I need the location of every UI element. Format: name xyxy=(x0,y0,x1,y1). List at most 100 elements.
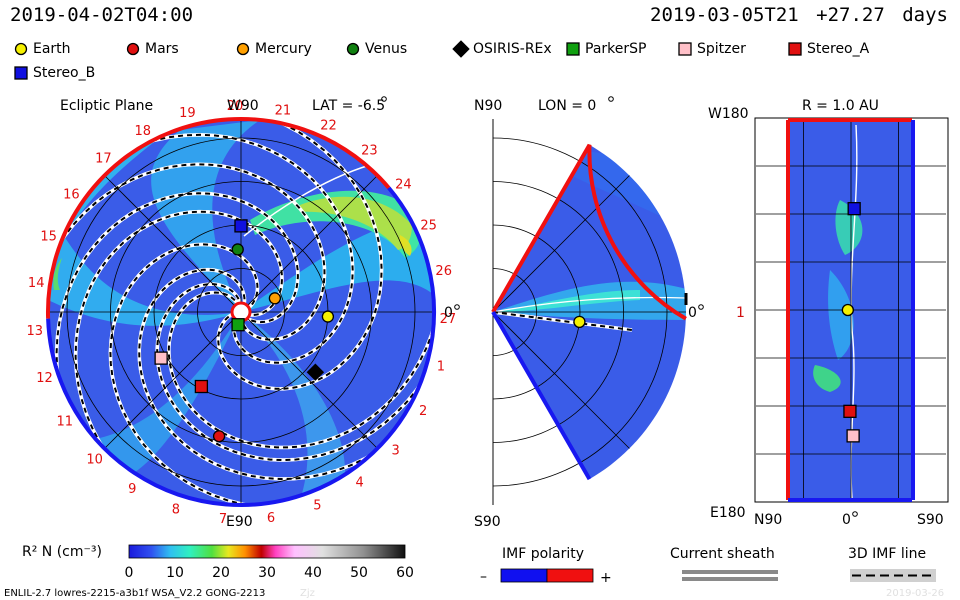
colorbar-gradient xyxy=(128,544,406,559)
carrington-tick-label: 8 xyxy=(172,503,180,518)
imf-spiral-line xyxy=(67,133,354,364)
colorbar-tick-label: 0 xyxy=(125,565,134,581)
imf-polarity-title: IMF polarity xyxy=(502,546,584,562)
carrington-tick-label: 11 xyxy=(57,415,74,430)
left-timestamp: 2019-04-02T04:00 xyxy=(10,4,194,26)
carrington-tick-label: 2 xyxy=(419,404,427,419)
imf-positive-swatch xyxy=(546,568,594,583)
radial-y-bottom-label: E180 xyxy=(710,505,746,521)
legend-item-parkersp: ParkerSP xyxy=(564,40,646,58)
imf-line-title: 3D IMF line xyxy=(848,546,926,562)
carrington-tick-label: 7 xyxy=(219,512,227,527)
radial-density-feature xyxy=(813,365,841,392)
degree-symbol xyxy=(852,511,858,517)
legend-marker-circle-icon xyxy=(236,42,250,56)
carrington-tick-label: 26 xyxy=(435,264,452,279)
ecliptic-right-label: 0 xyxy=(444,305,453,321)
cir-core xyxy=(300,196,412,250)
imf-spiral-line xyxy=(55,192,299,462)
imf-minus-label: – xyxy=(480,569,487,585)
imf-spiral-line xyxy=(189,119,383,390)
colorbar-tick-label: 20 xyxy=(212,565,230,581)
carrington-tick-label: 27 xyxy=(440,312,457,327)
legend-marker-shape xyxy=(452,40,470,58)
legend-marker-square-icon xyxy=(678,42,692,56)
radial-title: R = 1.0 AU xyxy=(802,98,879,114)
carrington-tick-label: 13 xyxy=(27,324,44,339)
legend-item-spitzer: Spitzer xyxy=(676,40,746,58)
ecliptic-lat-label: LAT = -6.5 xyxy=(312,98,385,114)
radial-density-feature xyxy=(828,270,854,360)
imf-line-halo xyxy=(493,310,633,332)
carrington-tick-label: 1 xyxy=(437,360,445,375)
legend-label: OSIRIS-REx xyxy=(473,41,552,57)
carrington-ticks: 19 20 212223242526271234567891011121314151… xyxy=(27,99,457,527)
imf-spiral-line xyxy=(109,243,342,505)
legend-item-earth: Earth xyxy=(12,40,71,58)
ecliptic-osiris-rex-marker xyxy=(306,363,325,381)
legend-label: Mars xyxy=(145,41,179,57)
carrington-tick-label: 16 xyxy=(63,187,80,202)
legend-item-stereo-b: Stereo_B xyxy=(12,64,95,82)
legend-item-stereo-a: Stereo_A xyxy=(786,40,869,58)
carrington-tick-label: 17 xyxy=(95,151,112,166)
legend-marker-circle-icon xyxy=(346,42,360,56)
meridional-spoke xyxy=(492,175,630,313)
legend-marker-shape xyxy=(126,42,140,56)
imf-line-halo xyxy=(850,569,936,582)
imf-spiral-line xyxy=(167,235,434,449)
ecliptic-stereo-a-marker xyxy=(194,379,209,394)
density-feature xyxy=(48,230,241,326)
carrington-tick-label: 19 xyxy=(179,106,196,121)
carrington-tick-label: 14 xyxy=(28,276,45,291)
legend-marker-shape xyxy=(678,42,692,56)
ecliptic-mercury-marker xyxy=(268,292,282,305)
radial-spitzer-marker xyxy=(846,429,860,443)
meridional-right-label: 0 xyxy=(688,305,697,321)
legend-label: Mercury xyxy=(255,41,312,57)
degree-symbol xyxy=(608,96,614,102)
carrington-tick-label: 12 xyxy=(36,371,53,386)
carrington-tick-label: 5 xyxy=(313,498,321,513)
meridional-panel: N90 LON = 0 S90 0 xyxy=(474,96,704,530)
right-timestamp: 2019-03-05T21 +27.27 days xyxy=(650,4,948,26)
carrington-tick-label: 9 xyxy=(128,482,136,497)
degree-symbol xyxy=(454,304,460,310)
density-feature xyxy=(53,258,62,290)
colorbar-tick-label: 10 xyxy=(166,565,184,581)
carrington-tick-label: 20 xyxy=(227,99,244,114)
ecliptic-mars-marker xyxy=(212,430,226,443)
sun-core xyxy=(232,303,250,321)
imf-spiral-line xyxy=(138,268,434,481)
density-feature xyxy=(241,221,434,312)
density-colorbar: R² N (cm⁻³) 0 10 20 30 40 50 60 xyxy=(22,544,414,581)
colorbar-ticks: 0 10 20 30 40 50 60 xyxy=(125,565,414,581)
radial-surface-panel: R = 1.0 AU W180 1 E180 N90 0 S90 xyxy=(708,98,949,528)
ecliptic-rim-negative xyxy=(46,186,436,507)
legend-marker-shape xyxy=(566,42,580,56)
legend-marker-circle-icon xyxy=(126,42,140,56)
legend-label: Stereo_A xyxy=(807,41,870,57)
degree-symbol xyxy=(381,96,387,102)
ecliptic-title: Ecliptic Plane xyxy=(60,98,153,114)
radial-stereo-b-marker xyxy=(847,202,861,216)
legend-item-mars: Mars xyxy=(124,40,179,58)
legend-label: Earth xyxy=(33,41,71,57)
ecliptic-plane-panel: 19 20 212223242526271234567891011121314151… xyxy=(27,96,460,530)
legend-label: Venus xyxy=(365,41,408,57)
colorbar-tick-label: 60 xyxy=(396,565,414,581)
degree-symbol xyxy=(698,304,704,310)
ecliptic-stereo-b-marker xyxy=(234,219,248,233)
carrington-tick-label: 21 xyxy=(275,103,292,118)
carrington-tick-label: 18 xyxy=(135,124,152,139)
carrington-tick-label: 22 xyxy=(320,118,337,133)
density-feature xyxy=(50,120,170,250)
density-feature xyxy=(241,312,346,500)
legend-marker-square-icon xyxy=(14,66,28,80)
carrington-tick-label: 24 xyxy=(395,178,412,193)
radial-y-mid-label: 1 xyxy=(736,305,745,321)
carrington-tick-label: 23 xyxy=(361,144,378,159)
carrington-tick-label: 15 xyxy=(40,230,57,245)
imf-plus-label: + xyxy=(600,570,612,586)
imf-line-legend: 3D IMF line xyxy=(848,546,936,582)
